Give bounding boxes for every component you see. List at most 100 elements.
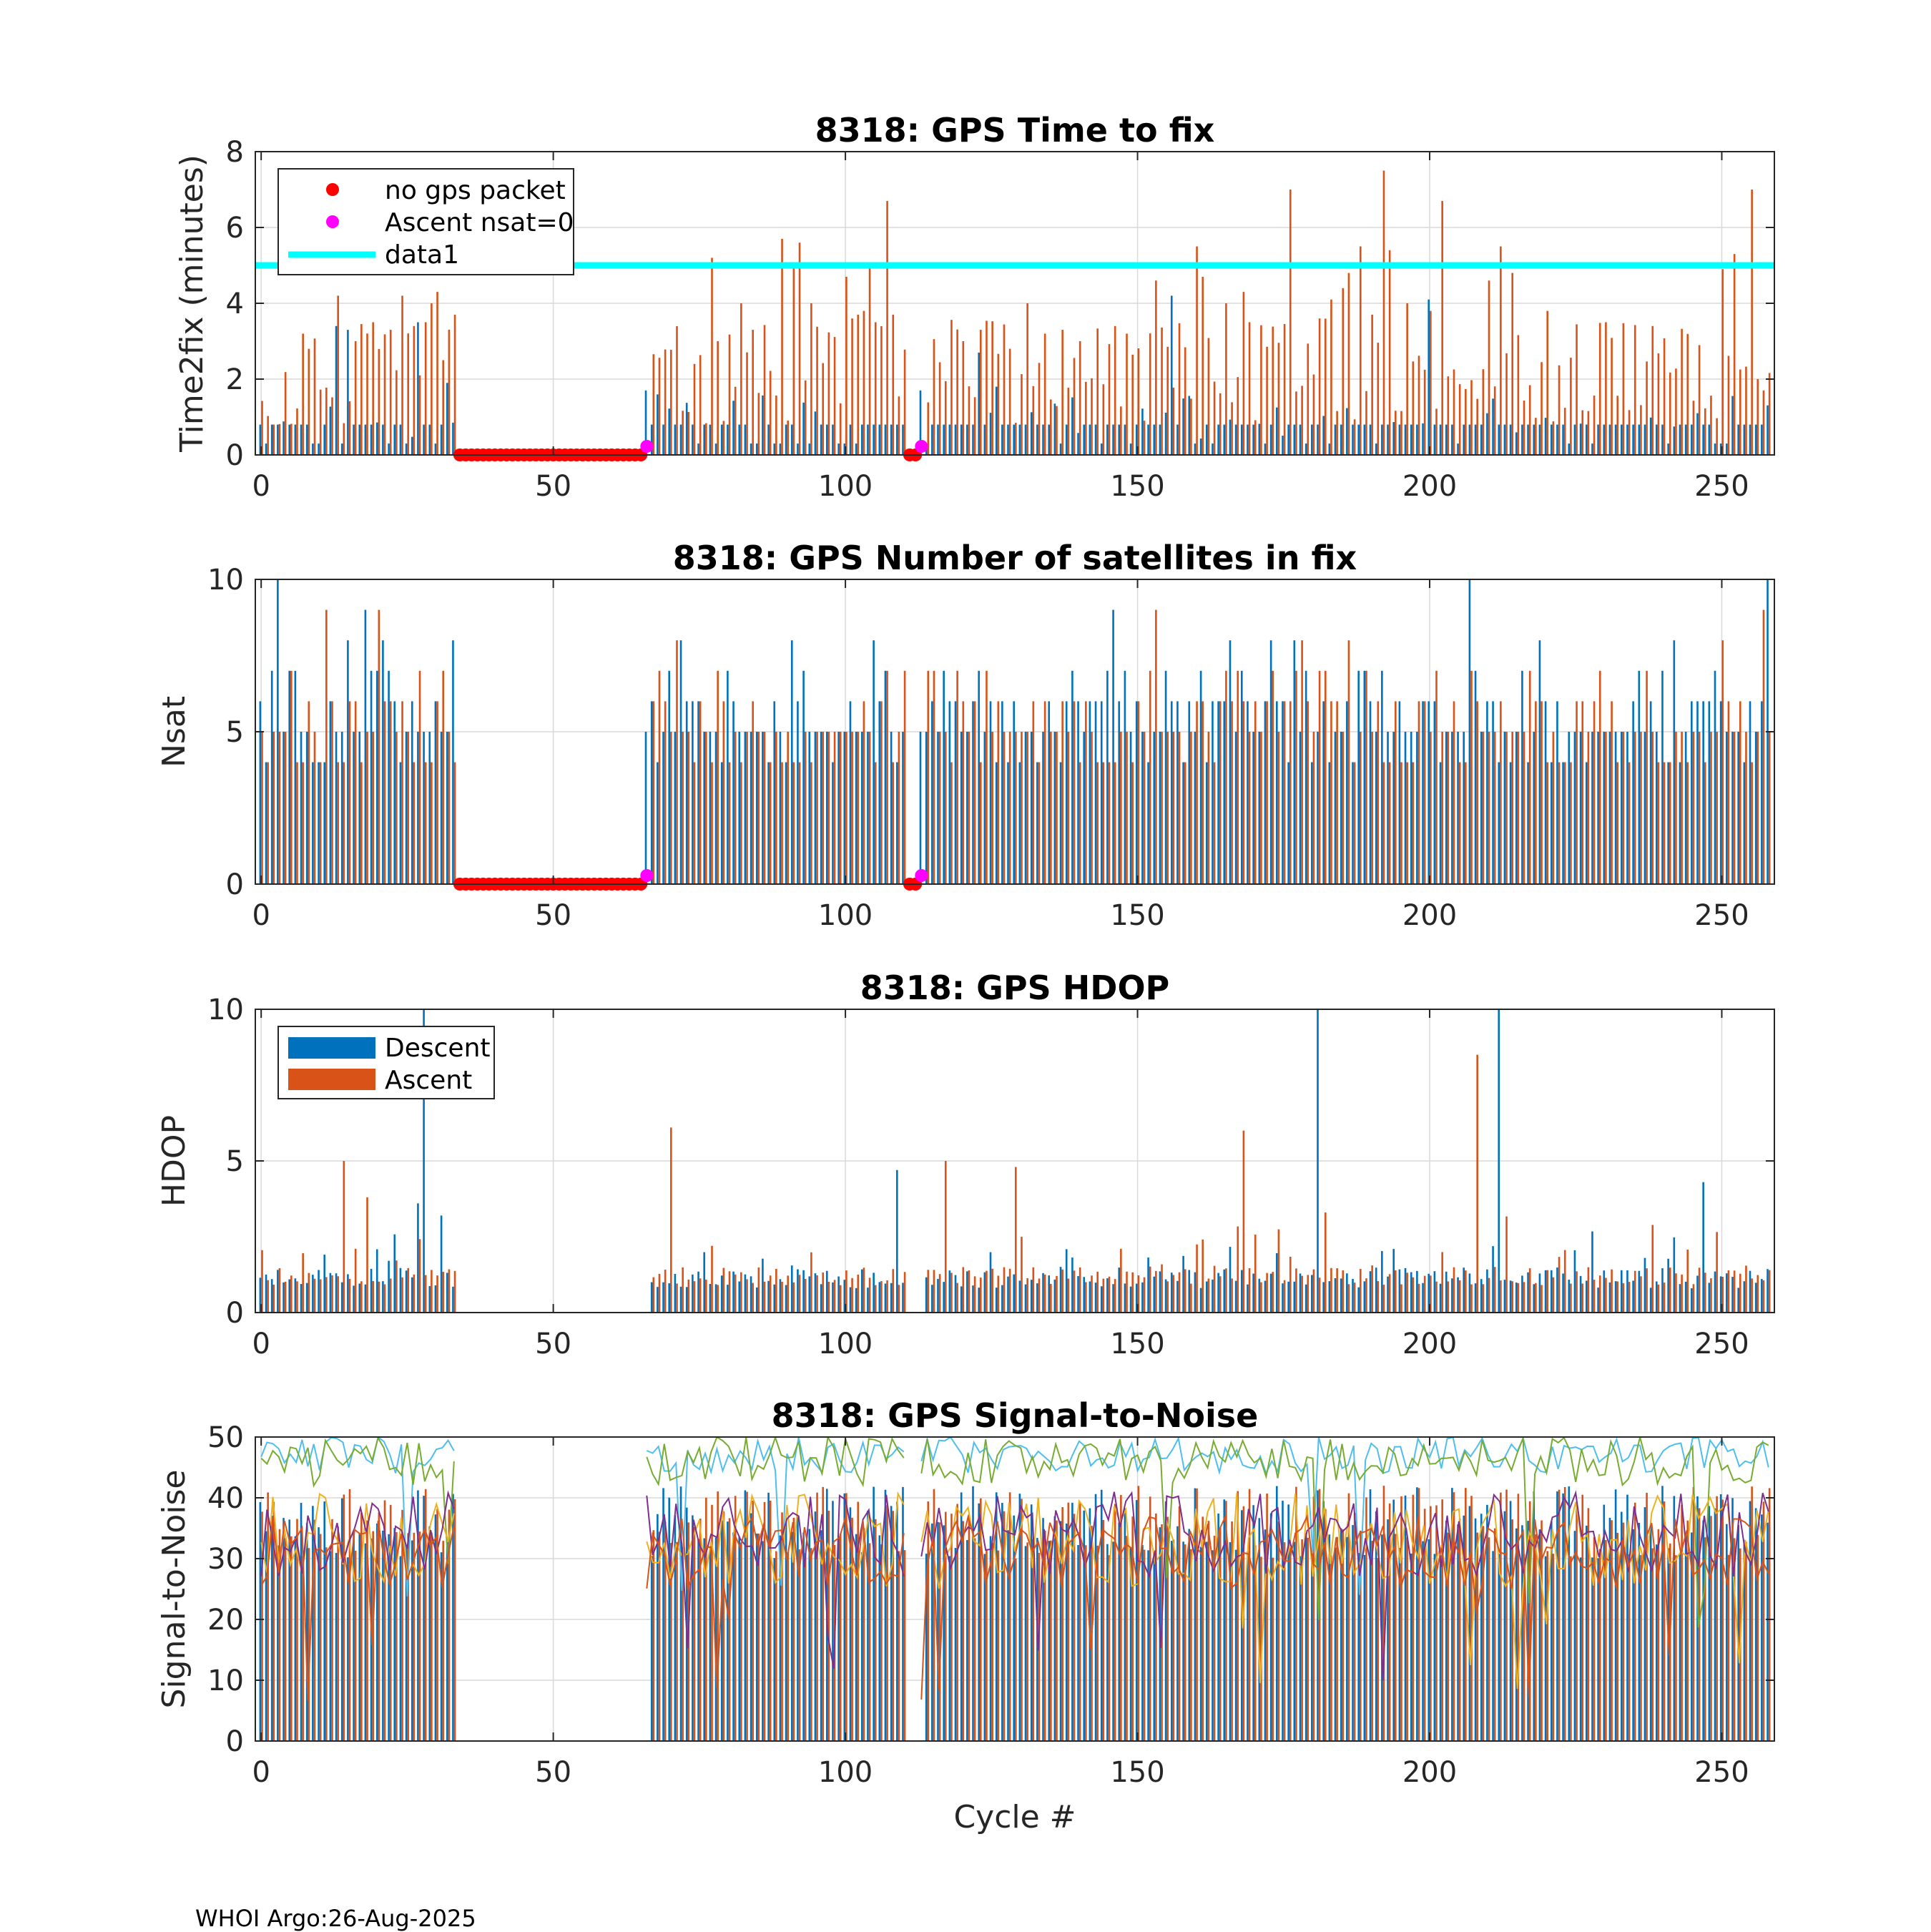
ascent-bar xyxy=(1406,1273,1408,1313)
descent-bar xyxy=(1229,1247,1232,1313)
descent-bar xyxy=(1492,398,1494,455)
descent-bar xyxy=(1761,1279,1763,1313)
descent-bar xyxy=(995,386,998,455)
x-tick-label: 250 xyxy=(1694,1328,1749,1360)
descent-bar xyxy=(1170,701,1173,884)
ascent-bar xyxy=(822,363,825,455)
ascent-bar xyxy=(1126,333,1128,455)
ascent-bar xyxy=(1032,1267,1035,1313)
descent-bar xyxy=(1387,1519,1389,1741)
ascent-bar xyxy=(845,732,847,884)
descent-bar xyxy=(300,732,303,884)
descent-bar xyxy=(1346,701,1348,884)
ascent-bar xyxy=(1003,732,1006,884)
descent-bar xyxy=(697,1271,699,1313)
descent-bar xyxy=(270,670,273,884)
descent-bar xyxy=(1603,1270,1606,1313)
descent-bar xyxy=(860,424,863,455)
legend-entry: no gps packet xyxy=(385,176,566,205)
descent-bar xyxy=(878,1282,881,1313)
ascent-bar xyxy=(898,732,900,884)
ascent-bar xyxy=(1552,1554,1555,1741)
ascent-bar xyxy=(302,1253,304,1313)
ascent-bar xyxy=(1511,1281,1513,1313)
descent-bar xyxy=(388,1260,390,1313)
descent-bar xyxy=(750,1276,752,1313)
descent-bar xyxy=(1416,1487,1418,1741)
ascent-bar xyxy=(798,1549,801,1741)
ascent-bar xyxy=(1698,732,1701,884)
snr-line-3 xyxy=(646,1491,905,1587)
ascent-bar xyxy=(319,1279,322,1313)
descent-bar xyxy=(1392,1249,1395,1313)
descent-bar xyxy=(720,1275,723,1313)
descent-bar xyxy=(1486,1504,1488,1741)
descent-bar xyxy=(1100,1286,1103,1313)
descent-bar xyxy=(1433,1271,1436,1313)
descent-bar xyxy=(983,732,986,884)
descent-bar xyxy=(727,1285,729,1313)
descent-bar xyxy=(1643,732,1646,884)
descent-bar xyxy=(305,1283,308,1313)
ascent-bar xyxy=(1365,391,1367,455)
ascent-bar xyxy=(1651,325,1654,455)
descent-bar xyxy=(428,732,431,884)
descent-bar xyxy=(312,1506,314,1741)
ascent-bar xyxy=(938,1274,941,1313)
descent-bar xyxy=(1363,670,1366,884)
descent-bar xyxy=(1170,1541,1173,1741)
ascent-bar xyxy=(664,349,667,455)
ascent-bar xyxy=(1342,288,1345,455)
ascent-bar xyxy=(769,762,772,884)
descent-bar xyxy=(843,443,846,455)
ascent-bar xyxy=(1026,303,1028,455)
ascent-bar xyxy=(652,354,655,455)
descent-bar xyxy=(1398,701,1401,884)
ascent-bar xyxy=(1324,318,1327,455)
legend-entry: Ascent xyxy=(385,1066,472,1095)
ascent-bar xyxy=(1576,1271,1578,1313)
ascent-bar xyxy=(348,401,351,455)
ascent-bar xyxy=(343,1494,345,1741)
descent-bar xyxy=(1205,424,1208,455)
ascent-bar xyxy=(1073,701,1076,884)
descent-bar xyxy=(960,1492,963,1741)
ascent-bar xyxy=(1716,732,1718,884)
descent-bar xyxy=(1661,424,1664,455)
descent-bar xyxy=(1036,762,1038,884)
ascent-bar xyxy=(933,339,935,455)
ascent-bar xyxy=(699,701,702,884)
ascent-bar xyxy=(378,348,380,455)
descent-bar xyxy=(1024,732,1027,884)
ascent-bar xyxy=(1430,310,1432,455)
descent-bar xyxy=(1112,424,1114,455)
ascent-bar xyxy=(395,1260,398,1313)
ascent-bar xyxy=(968,1270,971,1313)
descent-bar xyxy=(1194,732,1197,884)
ascent-bar xyxy=(1500,1280,1502,1313)
descent-bar xyxy=(773,443,776,455)
descent-bar xyxy=(1661,1268,1664,1313)
ascent-bar xyxy=(1091,732,1093,884)
descent-bar xyxy=(1013,424,1015,455)
y-tick-label: 0 xyxy=(226,1725,244,1758)
ascent-bar xyxy=(1277,1521,1280,1741)
ascent-bar xyxy=(1622,732,1625,884)
ascent-bar xyxy=(1663,1283,1666,1313)
descent-bar xyxy=(1463,732,1465,884)
descent-bar xyxy=(382,424,384,455)
descent-bar xyxy=(1463,424,1465,455)
ascent-bar xyxy=(956,1283,958,1313)
descent-bar xyxy=(1106,1278,1109,1313)
descent-bar xyxy=(423,424,425,455)
ascent-bar xyxy=(1324,670,1327,884)
descent-bar xyxy=(832,1282,834,1313)
descent-bar xyxy=(1562,1493,1564,1741)
descent-bar xyxy=(785,424,787,455)
ascent-bar xyxy=(892,1269,895,1313)
descent-bar xyxy=(1135,1283,1138,1313)
descent-bar xyxy=(1597,424,1599,455)
descent-bar xyxy=(668,408,671,455)
descent-bar xyxy=(1328,443,1331,455)
descent-bar xyxy=(674,1273,677,1313)
